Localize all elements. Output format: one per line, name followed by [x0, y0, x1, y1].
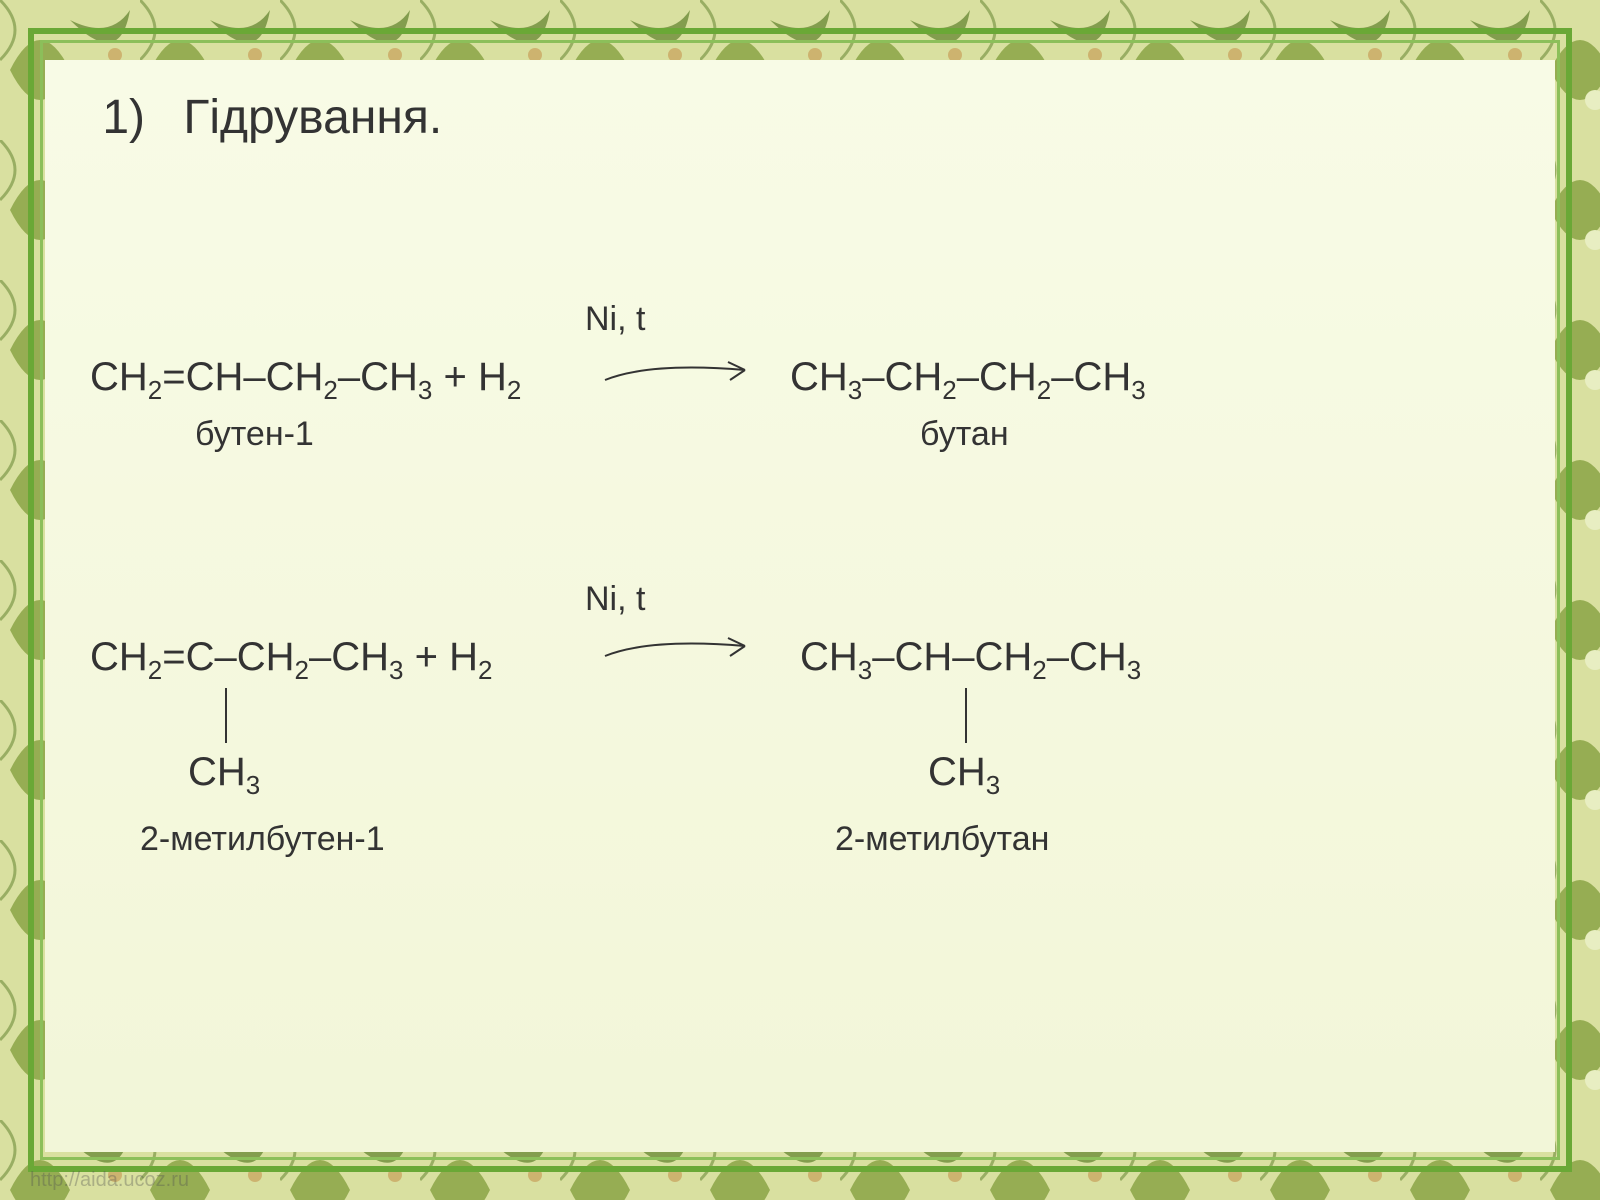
r2-product-formula: CH3–CH–CH2–CH3	[800, 635, 1141, 680]
r1-arrow-icon	[600, 350, 770, 390]
slide-panel: 1) Гідрування. Ni, t CH2=CH–CH2–CH3 + H2…	[45, 60, 1555, 1152]
r1-product-formula: CH3–CH2–CH2–CH3	[790, 355, 1146, 400]
r2-product-branch: CH3	[928, 750, 1000, 795]
r2-product-bond-line	[965, 688, 967, 743]
r1-catalyst: Ni, t	[585, 300, 645, 339]
r2-product-name: 2-метилбутан	[835, 820, 1049, 859]
title-number: 1)	[75, 90, 145, 145]
r2-reagent-formula: CH2=C–CH2–CH3 + H2	[90, 635, 492, 680]
r2-reagent-branch: CH3	[188, 750, 260, 795]
r2-arrow-icon	[600, 626, 770, 666]
r1-reagent-formula: CH2=CH–CH2–CH3 + H2	[90, 355, 521, 400]
title-text: Гідрування.	[183, 91, 442, 144]
r2-reagent-bond-line	[225, 688, 227, 743]
r2-catalyst: Ni, t	[585, 580, 645, 619]
r1-product-name: бутан	[920, 415, 1009, 454]
slide-title: 1) Гідрування.	[75, 90, 442, 145]
watermark-url: http://aida.ucoz.ru	[30, 1169, 189, 1192]
slide-background: 1) Гідрування. Ni, t CH2=CH–CH2–CH3 + H2…	[0, 0, 1600, 1200]
r1-reagent-name: бутен-1	[195, 415, 314, 454]
r2-reagent-name: 2-метилбутен-1	[140, 820, 385, 859]
